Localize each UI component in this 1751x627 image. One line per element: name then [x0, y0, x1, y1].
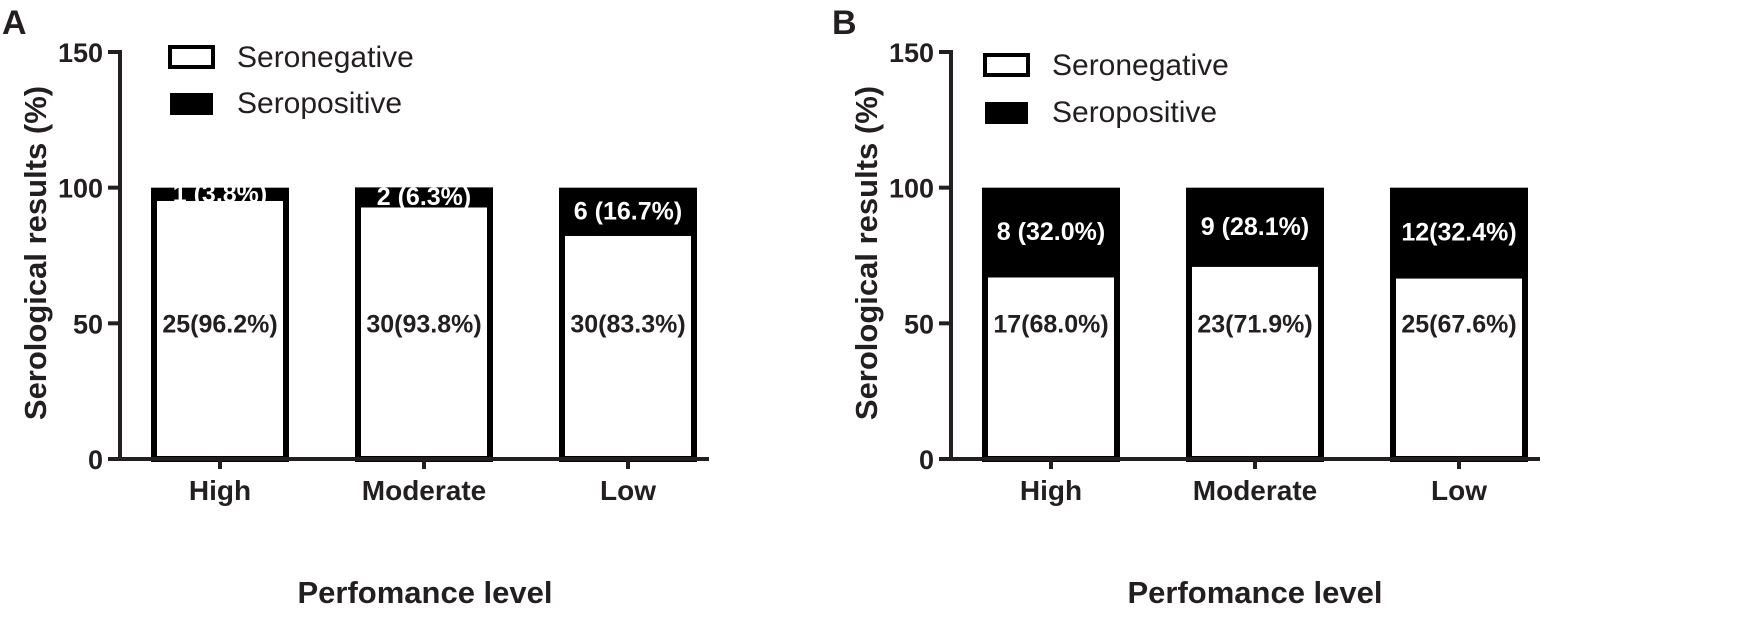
data-label-seronegative: 30(83.3%) — [570, 310, 685, 338]
panel-letter: A — [2, 4, 27, 42]
y-tick-label: 150 — [58, 38, 103, 68]
data-label-seronegative: 25(96.2%) — [162, 310, 277, 338]
panel-a: A Serological results (%) Perfomance lev… — [2, 4, 709, 610]
legend-label-seronegative: Seronegative — [237, 41, 414, 74]
y-axis-title: Serological results (%) — [18, 86, 53, 420]
data-label-seropositive: 1 (3.8%) — [173, 180, 267, 208]
data-label-seropositive: 9 (28.1%) — [1201, 213, 1309, 241]
x-axis-title: Perfomance level — [1127, 575, 1382, 610]
data-label-seropositive: 6 (16.7%) — [574, 197, 682, 225]
bar-seropositive-moderate — [355, 187, 493, 205]
x-tick-label: Moderate — [1193, 475, 1317, 506]
bar-seronegative-moderate — [355, 201, 493, 462]
legend: Seronegative Seropositive — [983, 49, 1229, 129]
bar-seronegative-moderate — [1186, 260, 1324, 463]
bar-seronegative-high — [982, 271, 1120, 463]
data-label-seropositive: 2 (6.3%) — [377, 183, 471, 211]
y-tick-label: 0 — [919, 445, 934, 475]
y-tick-label: 100 — [889, 174, 934, 204]
legend-swatch-seronegative — [168, 45, 215, 69]
bar-seropositive-low — [559, 187, 697, 233]
x-axis-title: Perfomance level — [297, 575, 552, 610]
bar-seropositive-high — [151, 187, 289, 198]
legend-label-seropositive: Seropositive — [1052, 96, 1217, 129]
x-tick-label: Low — [600, 475, 656, 506]
y-tick-label: 0 — [88, 445, 103, 475]
x-tick-label: High — [1020, 475, 1082, 506]
x-tick-label: High — [189, 475, 251, 506]
panel-letter: B — [832, 4, 857, 42]
data-label-seronegative: 17(68.0%) — [993, 310, 1108, 338]
legend-label-seropositive: Seropositive — [237, 87, 402, 120]
bar-seropositive-low — [1390, 187, 1528, 276]
plot-area: 25(96.2%) 1 (3.8%) High 30(93.8%) 2 (6.3%) Mo… — [58, 38, 709, 506]
legend: Seronegative Seropositive — [168, 41, 414, 120]
y-tick-label: 150 — [889, 38, 934, 68]
legend-swatch-seropositive — [985, 102, 1028, 124]
bar-seronegative-high — [151, 194, 289, 463]
bar-seronegative-low — [1390, 272, 1528, 462]
x-tick-label: Moderate — [362, 475, 486, 506]
y-tick-label: 100 — [58, 174, 103, 204]
y-axis-title: Serological results (%) — [849, 86, 884, 420]
bar-seropositive-moderate — [1186, 187, 1324, 264]
plot-area: 17(68.0%) 8 (32.0%) High 23(71.9%) 9 (28.1%)… — [889, 38, 1540, 506]
data-label-seronegative: 23(71.9%) — [1197, 310, 1312, 338]
data-label-seropositive: 12(32.4%) — [1401, 219, 1516, 247]
legend-label-seronegative: Seronegative — [1052, 49, 1229, 82]
x-tick-label: Low — [1431, 475, 1487, 506]
legend-swatch-seronegative — [983, 53, 1030, 77]
panel-b: B Serological results (%) Perfomance lev… — [832, 4, 1540, 610]
data-label-seronegative: 25(67.6%) — [1401, 310, 1516, 338]
data-label-seropositive: 8 (32.0%) — [997, 218, 1105, 246]
y-tick-label: 50 — [904, 309, 934, 339]
legend-swatch-seropositive — [170, 93, 213, 115]
y-tick-label: 50 — [73, 309, 103, 339]
data-label-seronegative: 30(93.8%) — [366, 310, 481, 338]
bar-seropositive-high — [982, 187, 1120, 275]
bar-seronegative-low — [559, 229, 697, 462]
